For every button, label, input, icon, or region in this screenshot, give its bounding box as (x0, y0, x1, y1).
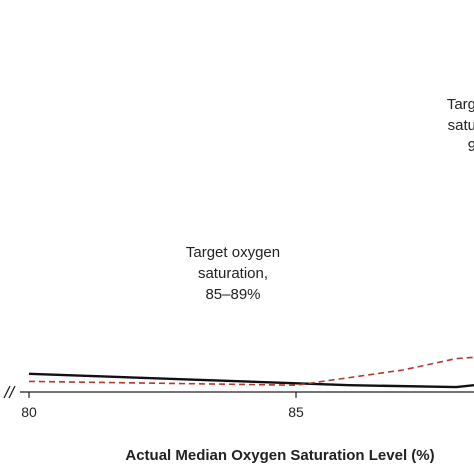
annotation-low-line-1: saturation, (198, 265, 268, 282)
annotation-layer: Target oxygen saturation, 85–89% Targ satu 9 (186, 96, 474, 303)
x-tick-label-85: 85 (288, 404, 304, 420)
x-tick-label-80: 80 (21, 404, 37, 420)
annotation-high: Targ satu 9 (447, 96, 474, 155)
series-line-0 (28, 372, 474, 389)
annotation-high-line-2: 9 (468, 138, 474, 155)
x-axis: 80859095 (3, 385, 474, 420)
annotation-high-line-1: satu (448, 117, 474, 134)
series-line-1 (28, 356, 474, 386)
series-layer (28, 356, 474, 389)
annotation-high-line-0: Targ (447, 96, 474, 113)
annotation-low-line-2: 85–89% (205, 286, 260, 303)
annotation-low: Target oxygen saturation, 85–89% (186, 244, 280, 303)
annotation-low-line-0: Target oxygen (186, 244, 280, 261)
axis-break-mark (3, 385, 16, 399)
x-axis-title: Actual Median Oxygen Saturation Level (%… (125, 447, 434, 464)
